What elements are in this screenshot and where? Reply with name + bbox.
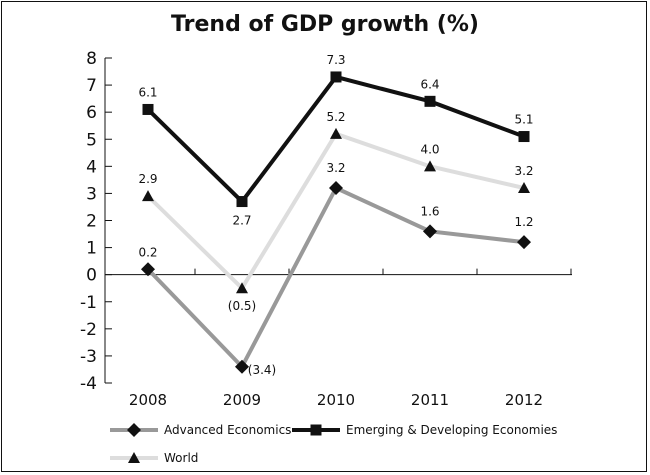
- data-point-world: [142, 190, 154, 202]
- data-label-world: 2.9: [138, 172, 157, 186]
- data-point-emerging-developing-economies: [424, 95, 436, 107]
- data-label-world: (0.5): [228, 299, 256, 313]
- chart-title: Trend of GDP growth (%): [171, 12, 479, 37]
- y-tick-label: -3: [80, 347, 97, 367]
- data-label-world: 4.0: [420, 142, 439, 156]
- y-tick-label: 3: [86, 184, 97, 204]
- x-tick-label: 2010: [317, 391, 355, 409]
- y-tick-label: 2: [86, 212, 97, 232]
- data-point-emerging-developing-economies: [518, 131, 530, 143]
- y-tick-label: -1: [80, 293, 97, 313]
- data-point-advanced-economics: [329, 181, 343, 195]
- x-tick-label: 2009: [223, 391, 261, 409]
- y-tick-label: 4: [86, 157, 97, 177]
- data-point-emerging-developing-economies: [330, 71, 342, 83]
- x-tick-label: 2011: [411, 391, 449, 409]
- legend-marker-emerging-developing-economies: [310, 424, 322, 436]
- data-label-emerging-developing-economies: 6.4: [420, 77, 439, 91]
- y-tick-label: -2: [80, 320, 97, 340]
- data-point-advanced-economics: [517, 235, 531, 250]
- legend-label-emerging-developing-economies: Emerging & Developing Economies: [346, 423, 557, 437]
- data-label-advanced-economics: 1.6: [420, 204, 439, 218]
- data-point-advanced-economics: [141, 262, 155, 277]
- data-point-advanced-economics: [423, 224, 437, 239]
- y-tick-label: 0: [86, 266, 97, 286]
- data-label-advanced-economics: 3.2: [326, 161, 345, 175]
- data-point-world: [236, 282, 248, 294]
- data-label-emerging-developing-economies: 7.3: [326, 53, 345, 67]
- data-label-emerging-developing-economies: 5.1: [514, 113, 533, 127]
- data-point-world: [518, 182, 530, 193]
- legend-marker-world: [128, 452, 140, 463]
- data-point-emerging-developing-economies: [236, 196, 248, 208]
- y-tick-label: 1: [86, 239, 97, 259]
- data-point-world: [330, 127, 342, 139]
- data-point-advanced-economics: [235, 359, 249, 374]
- y-tick-label: 6: [86, 103, 97, 123]
- y-tick-label: -4: [80, 374, 97, 394]
- data-point-emerging-developing-economies: [142, 103, 154, 115]
- y-tick-label: 8: [86, 49, 97, 69]
- y-tick-label: 7: [86, 76, 97, 96]
- series-line-advanced-economics: [146, 185, 525, 371]
- data-label-world: 3.2: [514, 164, 533, 178]
- data-label-advanced-economics: (3.4): [248, 363, 276, 377]
- data-label-emerging-developing-economies: 6.1: [138, 85, 157, 99]
- legend-marker-advanced-economics: [127, 423, 141, 437]
- data-label-world: 5.2: [326, 110, 345, 124]
- y-tick-label: 5: [86, 130, 97, 150]
- x-tick-label: 2008: [129, 391, 167, 409]
- x-tick-label: 2012: [505, 391, 543, 409]
- legend-label-advanced-economics: Advanced Economics: [164, 423, 291, 437]
- data-label-advanced-economics: 0.2: [138, 245, 157, 259]
- legend-label-world: World: [164, 451, 198, 465]
- data-point-world: [424, 160, 436, 172]
- data-label-emerging-developing-economies: 2.7: [232, 214, 251, 228]
- data-label-advanced-economics: 1.2: [514, 215, 533, 229]
- series-line-world: [146, 131, 525, 292]
